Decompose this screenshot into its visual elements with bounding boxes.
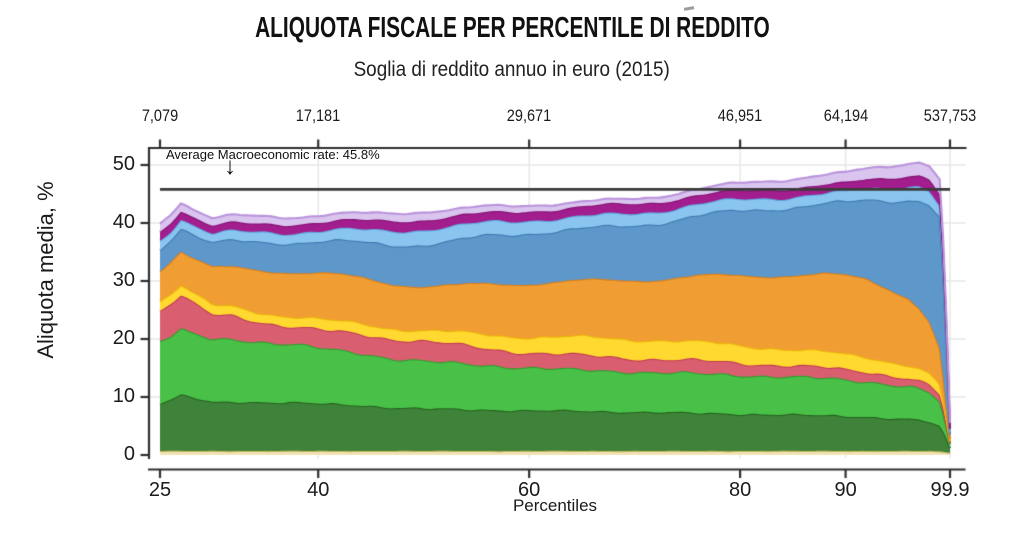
y-axis-tick-label: 10 [112,385,135,407]
top-axis-tick-label: 64,194 [823,107,868,125]
x-axis-tick-label: 80 [728,479,752,501]
y-axis-tick-label: 50 [112,153,135,175]
x-axis-tick-label: 25 [148,479,172,501]
x-axis-tick-label: 90 [834,479,857,501]
chart-subtitle-text: Soglia di reddito annuo in euro (2015) [353,58,671,81]
x-axis-title: Percentiles [512,496,598,515]
x-axis-tick-label: 99.9 [930,479,970,501]
y-axis-tick-label: 30 [112,269,135,291]
top-axis-tick-label: 29,671 [506,107,552,125]
annotation-arrow-icon: ↓ [224,153,236,180]
x-axis-tick-label: 60 [518,479,541,501]
y-axis-tick-label: 20 [112,327,135,349]
x-axis-tick-label: 40 [307,479,330,501]
y-axis-tick-label: 0 [123,443,135,465]
top-axis-tick-label: 17,181 [295,107,341,125]
top-axis-tick-label: 537,753 [923,107,977,125]
y-axis-tick-label: 40 [112,211,135,233]
top-axis-tick-label: 46,951 [717,107,763,125]
chart-title-text: ALIQUOTA FISCALE PER PERCENTILE DI REDDI… [254,12,770,44]
chart-title: ALIQUOTA FISCALE PER PERCENTILE DI REDDI… [0,12,1024,45]
y-axis-title: Aliquota media, % [33,181,58,359]
top-axis-tick-label: 7,079 [141,107,179,125]
chart-subtitle: Soglia di reddito annuo in euro (2015) [0,58,1024,82]
annotation-text: Average Macroeconomic rate: 45.8% [166,147,380,162]
